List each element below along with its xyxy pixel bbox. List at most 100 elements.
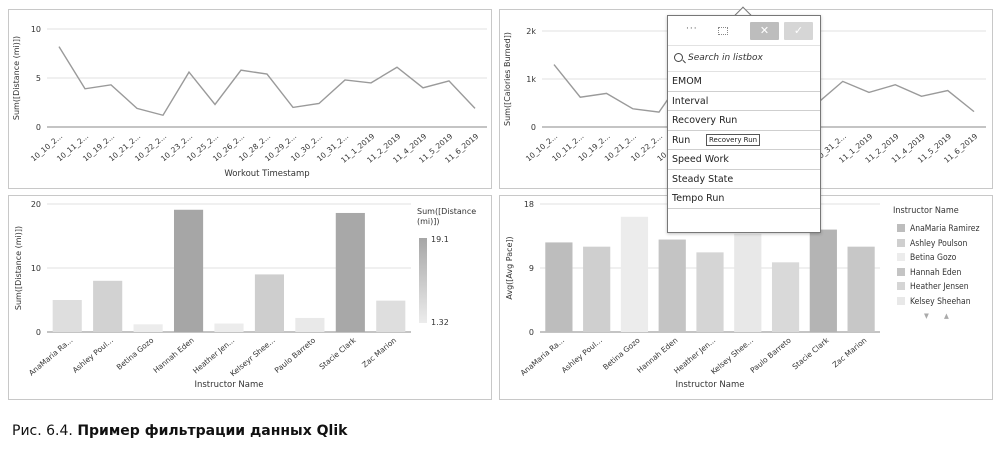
bar: [376, 300, 406, 332]
legend-title: Instructor Name: [893, 206, 959, 216]
x-axis-label: Instructor Name: [675, 380, 744, 390]
y-tick-label: 1k: [526, 75, 536, 84]
bar: [545, 242, 573, 332]
x-tick-label: AnaMaria Ra...: [27, 336, 75, 378]
listbox-item[interactable]: Recovery Run: [668, 111, 820, 131]
bar: [254, 274, 285, 332]
y-tick-label: 10: [31, 25, 41, 34]
bar: [847, 246, 875, 332]
y-axis-label: Sum([Distance (mi)]): [12, 36, 21, 120]
listbox-item[interactable]: Run Recovery Run: [668, 130, 820, 150]
bar: [696, 252, 724, 332]
bar: [335, 212, 365, 332]
bar: [295, 317, 325, 332]
filter-listbox[interactable]: ··· ✕ ✓ Search in listbox EMOM Interval Re…: [667, 15, 821, 233]
x-tick-label: Paulo Barreto: [748, 335, 793, 375]
listbox-item-label: Recovery Run: [672, 115, 738, 126]
color-legend-title-line: (mi)]): [417, 217, 440, 226]
listbox-item-label: Run: [672, 134, 691, 146]
bar: [93, 280, 123, 332]
legend-label: Hannah Eden: [910, 267, 962, 278]
search-placeholder[interactable]: Search in listbox: [688, 53, 763, 63]
legend-label: Betina Gozo: [910, 253, 957, 263]
legend-swatch: [897, 238, 905, 247]
x-tick-label: Zac Marion: [360, 335, 398, 369]
legend-item[interactable]: Hannah Eden: [897, 267, 962, 278]
color-legend-title-line: Sum([Distance: [417, 207, 476, 216]
listbox-item-label: Speed Work: [672, 154, 729, 165]
chart-panel-distance-timeline[interactable]: 0 5 10 10_10_2... 10_11_2... 10_19_2... 10_21_…: [8, 9, 492, 189]
legend-item[interactable]: Heather Jensen: [897, 282, 969, 292]
legend-item[interactable]: Kelsey Sheehan: [897, 296, 971, 307]
listbox-item-label: Interval: [672, 95, 709, 107]
bar: [771, 262, 800, 332]
x-tick-label: Stacie Clark: [317, 335, 358, 371]
figure-caption: Рис. 6.4. Пример фильтрации данных Qlik: [12, 423, 347, 439]
bar: [173, 209, 204, 332]
listbox-item[interactable]: Steady State: [668, 169, 820, 189]
chart-panel-distance-by-instructor[interactable]: 0 10 20 AnaMaria Ra... Ashley Poul... Betina …: [8, 195, 492, 400]
confirm-selection-button[interactable]: ✓: [784, 22, 813, 40]
legend-swatch: [897, 296, 905, 305]
listbox-item[interactable]: EMOM: [668, 72, 820, 92]
legend-swatch: [897, 267, 905, 276]
x-axis-label: Workout Timestamp: [224, 169, 309, 179]
caption-prefix: Рис. 6.4.: [12, 423, 73, 439]
x-tick-label: Zac Marion: [831, 335, 869, 369]
listbox-item[interactable]: Interval: [668, 91, 820, 111]
legend-label: Kelsey Sheehan: [910, 296, 971, 307]
y-tick-label: 0: [36, 123, 41, 132]
color-legend-title: Sum([Distance (mi)]): [417, 207, 476, 226]
bar-chart-distance[interactable]: 0 10 20 AnaMaria Ra...Ashley Poul... Betina …: [9, 196, 493, 401]
y-tick-label: 18: [524, 200, 534, 209]
listbox-search[interactable]: Search in listbox: [668, 46, 820, 72]
listbox-tooltip: Recovery Run: [706, 133, 761, 146]
y-tick-label: 0: [529, 328, 534, 337]
legend-next-icon[interactable]: ▲: [944, 312, 949, 320]
color-legend-max: 19.1: [431, 235, 449, 244]
x-tick-label: AnaMaria Ra...: [519, 336, 567, 378]
bar: [133, 324, 163, 332]
series-line: [58, 46, 476, 117]
line-chart-distance[interactable]: 051010_10_2...10_11_2...10_19_2...10_21_…: [9, 10, 493, 190]
caption-title: Пример фильтрации данных Qlik: [77, 423, 348, 439]
y-tick-label: 10: [31, 264, 41, 273]
legend-item[interactable]: Betina Gozo: [897, 253, 956, 263]
bar: [52, 300, 82, 332]
legend-label: Heather Jensen: [910, 282, 969, 292]
legend-swatch: [897, 224, 905, 232]
y-tick-label: 5: [36, 74, 41, 83]
listbox-item-label: EMOM: [672, 76, 702, 87]
color-scale-bar: [419, 238, 427, 323]
x-tick-label: Hannah Eden: [151, 335, 196, 374]
x-tick-label: Paulo Barreto: [273, 335, 318, 375]
bar: [734, 233, 762, 332]
bar: [620, 216, 649, 332]
bar: [214, 323, 244, 332]
legend-item[interactable]: Ashley Poulson: [897, 238, 968, 249]
selection-tool-icon[interactable]: [718, 27, 728, 35]
y-tick-label: 2k: [526, 27, 536, 36]
listbox-item-label: Tempo Run: [672, 193, 725, 204]
more-options-icon[interactable]: ···: [686, 24, 698, 34]
listbox-item[interactable]: Speed Work: [668, 150, 820, 170]
y-axis-label: Sum([Distance (mi)]): [14, 226, 23, 310]
x-tick-label: Ashley Poul...: [71, 336, 115, 375]
search-icon: [674, 53, 683, 62]
legend-prev-icon[interactable]: ▼: [924, 312, 929, 320]
y-axis-label: Avg([Avg Pace]): [505, 236, 514, 299]
y-tick-label: 20: [31, 200, 41, 209]
legend-label: AnaMaria Ramirez: [910, 224, 980, 234]
y-tick-label: 0: [36, 328, 41, 337]
x-axis-label: Instructor Name: [194, 380, 263, 390]
bar: [583, 246, 611, 332]
listbox-item-label: Steady State: [672, 173, 734, 185]
legend-item[interactable]: AnaMaria Ramirez: [897, 224, 980, 234]
color-legend-min: 1.32: [431, 318, 449, 327]
bar: [809, 229, 837, 332]
x-tick-label: Ashley Poul...: [560, 336, 604, 375]
legend-label: Ashley Poulson: [910, 238, 968, 249]
bar-chart-pace[interactable]: 0 9 18 AnaMaria Ra...Ashley Poul... Betina G…: [500, 196, 994, 401]
cancel-selection-button[interactable]: ✕: [750, 22, 779, 40]
listbox-item[interactable]: Tempo Run: [668, 189, 820, 209]
